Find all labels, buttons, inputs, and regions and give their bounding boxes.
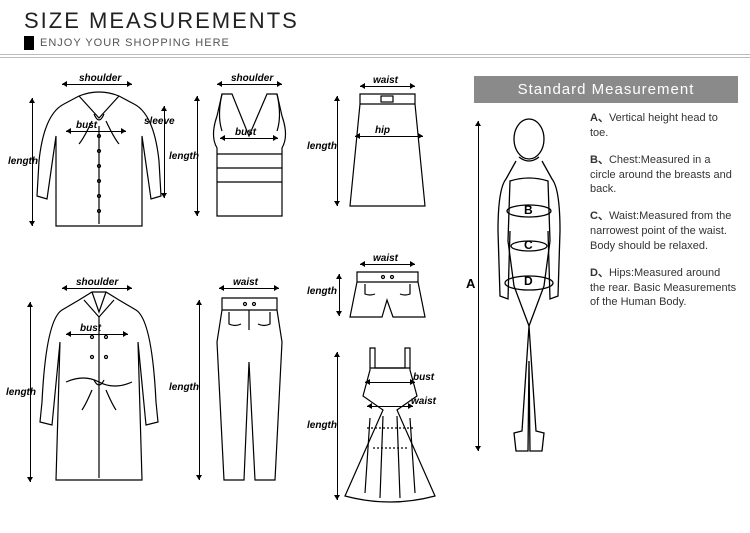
figure-label-a: A	[466, 276, 475, 291]
label-waist: waist	[233, 277, 258, 288]
figure-label-d: D	[524, 274, 533, 288]
garment-pants: waist length	[187, 262, 317, 518]
dress-icon	[325, 338, 455, 513]
body-figure: B C D A	[474, 111, 584, 471]
garment-skirt: waist hip length	[325, 76, 455, 256]
standard-text: A、Vertical height head to toe. B、Chest:M…	[584, 111, 738, 471]
std-item-d: D、Hips:Measured around the rear. Basic M…	[590, 266, 738, 311]
label-length: length	[8, 156, 38, 167]
label-length: length	[307, 141, 337, 152]
standard-body: B C D A A、Vertical height head to toe. B…	[474, 111, 738, 471]
body-figure-icon	[474, 111, 584, 471]
skirt-icon	[325, 76, 450, 216]
garment-tank: shoulder bust length	[187, 76, 317, 256]
shorts-icon	[325, 262, 450, 332]
label-waist: waist	[411, 396, 436, 407]
label-shoulder: shoulder	[231, 73, 273, 84]
label-shoulder: shoulder	[79, 73, 121, 84]
label-bust: bust	[413, 372, 434, 383]
label-bust: bust	[235, 127, 256, 138]
standard-panel: Standard Measurement B C	[464, 76, 738, 518]
blouse-icon	[24, 76, 174, 236]
std-item-b: B、Chest:Measured in a circle around the …	[590, 153, 738, 198]
label-waist: waist	[373, 253, 398, 264]
garment-blouse: shoulder bust length sleeve	[24, 76, 179, 256]
garment-shorts: waist length	[325, 262, 455, 332]
page-subtitle: ENJOY YOUR SHOPPING HERE	[40, 37, 230, 49]
label-length: length	[169, 382, 199, 393]
coat-icon	[24, 262, 174, 492]
standard-banner: Standard Measurement	[474, 76, 738, 103]
figure-label-b: B	[524, 203, 533, 217]
header: SIZE MEASUREMENTS ENJOY YOUR SHOPPING HE…	[0, 0, 750, 55]
std-item-c: C、Waist:Measured from the narrowest poin…	[590, 209, 738, 254]
label-sleeve: sleeve	[144, 116, 175, 127]
garment-dress: bust waist length	[325, 338, 455, 518]
label-length: length	[6, 387, 36, 398]
label-shoulder: shoulder	[76, 277, 118, 288]
label-hip: hip	[375, 125, 390, 136]
subtitle-row: ENJOY YOUR SHOPPING HERE	[24, 36, 750, 50]
content: shoulder bust length sleeve should	[0, 58, 750, 518]
figure-label-c: C	[524, 238, 533, 252]
tank-icon	[187, 76, 312, 226]
page-title: SIZE MEASUREMENTS	[24, 8, 750, 34]
std-item-a: A、Vertical height head to toe.	[590, 111, 738, 141]
accent-bar	[24, 36, 34, 50]
label-bust: bust	[80, 323, 101, 334]
pants-icon	[187, 262, 312, 492]
label-length: length	[307, 420, 337, 431]
label-length: length	[169, 151, 199, 162]
garments-grid: shoulder bust length sleeve should	[24, 76, 464, 518]
garment-coat: shoulder bust length	[24, 262, 179, 518]
label-bust: bust	[76, 120, 97, 131]
label-waist: waist	[373, 75, 398, 86]
